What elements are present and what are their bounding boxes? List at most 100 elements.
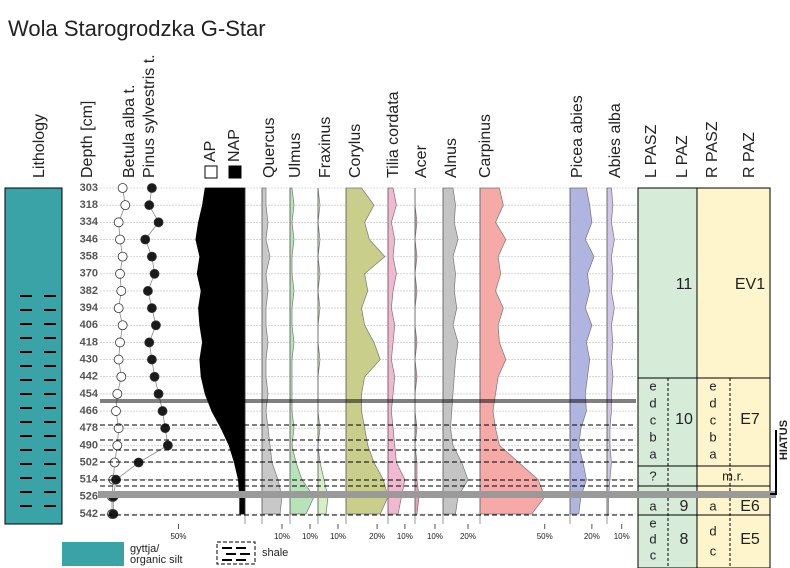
taxon-header: Quercus — [261, 118, 278, 178]
r-pasz: a — [709, 498, 717, 513]
r-paz: EV1 — [735, 276, 765, 293]
tick-label: 20% — [584, 532, 600, 541]
depth-label: 318 — [80, 199, 98, 211]
profile-area — [414, 188, 420, 515]
taxon-header: Betula alba t. — [121, 85, 138, 178]
zone-header: R PASZ — [704, 121, 721, 178]
betula-point — [113, 354, 124, 365]
pinus-point — [157, 406, 168, 416]
betula-point — [111, 406, 121, 416]
taxon-header: Ulmus — [287, 133, 304, 178]
taxon-header: Picea abies — [569, 95, 586, 178]
legend-label: shale — [262, 547, 288, 559]
pinus-point — [140, 234, 151, 245]
taxon-header: Alnus — [443, 138, 460, 178]
r-pasz: b — [709, 429, 716, 444]
tick-label: 50% — [170, 532, 186, 541]
pinus-point — [146, 303, 157, 314]
taxon-header: Corylus — [347, 124, 364, 178]
depth-label: 358 — [80, 251, 98, 263]
zone-header: L PASZ — [643, 124, 660, 178]
l-paz: 11 — [676, 276, 693, 293]
depth-label: 490 — [80, 439, 98, 451]
profile-area — [261, 187, 283, 515]
profile-area — [479, 187, 546, 515]
hiatus-label: HIATUS — [778, 420, 790, 460]
depth-label: 542 — [80, 508, 98, 520]
pinus-point — [153, 217, 164, 228]
depth-label: 514 — [80, 474, 99, 486]
l-paz: 10 — [675, 411, 693, 428]
betula-point — [113, 423, 124, 434]
zone-table — [637, 187, 771, 568]
hiatus-band — [98, 491, 776, 498]
l-pasz: c — [650, 547, 657, 562]
title: Wola Starogrodzka G-Star — [8, 16, 266, 41]
profile-area — [289, 187, 315, 515]
tick-label: 10% — [397, 532, 413, 541]
pinus-point — [108, 509, 119, 519]
profile-area — [317, 187, 329, 515]
betula-point — [117, 251, 128, 262]
tick-label: 20% — [460, 532, 476, 541]
depth-label: 442 — [80, 371, 98, 383]
l-pasz: e — [649, 378, 656, 393]
l-pasz: b — [649, 429, 656, 444]
depth-label: 346 — [80, 233, 98, 245]
betula-point — [113, 217, 124, 228]
betula-point — [112, 440, 123, 451]
hiatus-arrow — [770, 430, 777, 495]
r-paz: E6 — [740, 498, 760, 515]
betula-point — [117, 320, 128, 331]
r-paz: E7 — [740, 411, 760, 428]
tick-label: 10% — [330, 532, 346, 541]
depth-label: 382 — [80, 285, 98, 297]
r-pasz: d — [709, 523, 716, 538]
betula-point — [116, 286, 127, 296]
lithology-header: Lithology — [31, 114, 48, 178]
shale-pattern — [222, 547, 250, 561]
taxon-header: Pinus sylvestris t. — [141, 54, 158, 178]
r-paz: E5 — [740, 531, 760, 548]
depth-label: 466 — [80, 405, 98, 417]
l-pasz: c — [650, 412, 657, 427]
l-pasz: a — [649, 446, 657, 461]
r-pasz: m.r. — [722, 468, 744, 483]
depth-label: 526 — [80, 491, 98, 503]
zone-header: R PAZ — [741, 132, 758, 178]
pinus-point — [146, 183, 157, 193]
legend-label: gyttja/ — [130, 543, 160, 555]
depth-header: Depth [cm] — [79, 101, 96, 178]
nap-swatch — [228, 165, 242, 179]
tick-label: 10% — [427, 532, 443, 541]
nap-header: NAP — [226, 129, 243, 162]
profile-area — [345, 187, 389, 515]
taxon-header: Abies alba — [607, 103, 624, 178]
depth-label: 418 — [80, 336, 98, 348]
depth-label: 394 — [80, 302, 99, 314]
pinus-point — [133, 457, 144, 468]
betula-point — [115, 268, 125, 279]
l-pasz: ? — [649, 468, 656, 483]
profile-area — [387, 187, 406, 515]
profile-area — [195, 187, 246, 515]
pinus-point — [146, 251, 157, 262]
tick-label: 10% — [614, 532, 630, 541]
depth-label: 334 — [80, 216, 99, 228]
r-pasz: a — [709, 446, 717, 461]
pinus-point — [149, 268, 160, 279]
tick-label: 10% — [274, 532, 290, 541]
pinus-point — [143, 286, 153, 296]
betula-point — [109, 457, 120, 468]
pinus-point — [144, 337, 155, 348]
r-pasz: d — [709, 395, 716, 410]
pinus-point — [149, 371, 160, 382]
tick-label: 20% — [369, 532, 385, 541]
betula-point — [116, 371, 127, 382]
betula-point — [117, 183, 128, 193]
depth-label: 406 — [80, 319, 98, 331]
r-pasz: c — [710, 412, 717, 427]
pinus-point — [144, 200, 155, 211]
betula-point — [113, 303, 124, 314]
